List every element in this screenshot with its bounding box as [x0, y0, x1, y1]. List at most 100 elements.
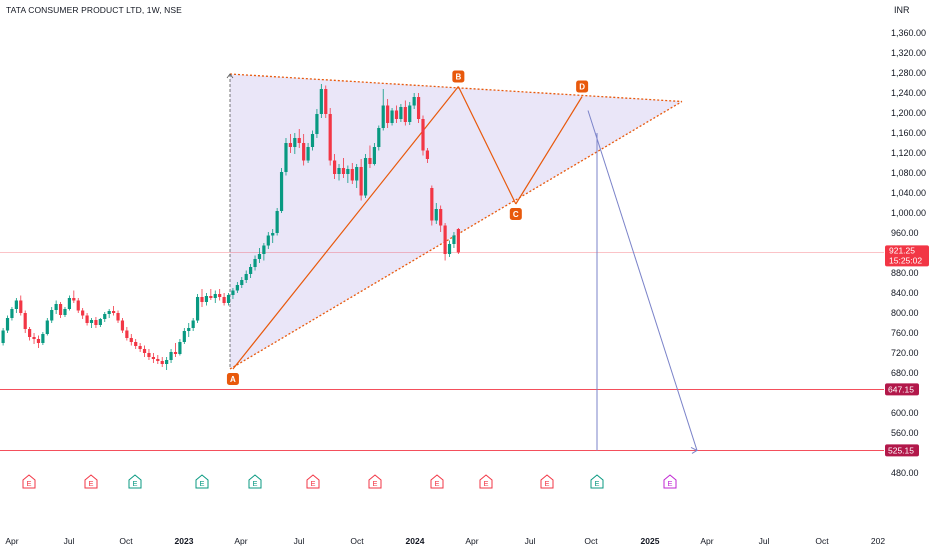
candle-body [363, 158, 368, 196]
candle [187, 323, 191, 337]
pattern-point-label: D [579, 83, 585, 92]
candle-body [32, 337, 36, 339]
candle-body [165, 360, 169, 364]
earnings-label: E [434, 479, 439, 488]
candle [284, 138, 288, 176]
x-axis-tick-label: Apr [5, 536, 18, 546]
candle-body [306, 147, 310, 161]
candle-body [81, 310, 85, 316]
countdown-timer: 15:25:02 [889, 255, 922, 265]
candle-body [204, 296, 209, 302]
candle-body [173, 352, 178, 354]
candle [377, 125, 381, 151]
candle [165, 357, 169, 370]
y-axis-tick-label: 1,080.00 [891, 168, 926, 178]
candle-body [50, 310, 54, 321]
candle [116, 310, 120, 323]
candle-body [98, 319, 102, 325]
y-axis-tick-label: 840.00 [891, 288, 919, 298]
earnings-label: E [252, 479, 257, 488]
candle-body [279, 172, 284, 211]
candle [297, 129, 301, 148]
y-axis-tick-label: 1,040.00 [891, 188, 926, 198]
candle [253, 255, 257, 271]
candle [350, 163, 354, 184]
candle-body [333, 160, 337, 174]
candle [76, 298, 80, 313]
candle [328, 108, 332, 166]
candle-body [262, 245, 266, 254]
pattern-point-badge [226, 373, 239, 385]
candle [386, 99, 390, 128]
candle-body [244, 274, 248, 280]
candle-body [390, 110, 394, 123]
y-axis-tick-label: 880.00 [891, 268, 919, 278]
earnings-badge [128, 474, 142, 489]
candle-body [394, 110, 399, 119]
candle-body [293, 138, 297, 147]
candle-body [266, 235, 270, 246]
candle [257, 248, 262, 263]
candle-body [23, 313, 27, 329]
candle-body [156, 359, 160, 361]
candle [160, 357, 164, 367]
candle-body [134, 342, 138, 346]
candle [262, 243, 266, 261]
pattern-point-c: C [509, 208, 522, 220]
candle [359, 159, 363, 201]
pattern-point-label: A [230, 375, 236, 384]
candle [98, 318, 102, 327]
candle-body [138, 346, 142, 349]
candle-body [226, 295, 231, 303]
earnings-badge [306, 474, 320, 489]
candle [275, 208, 279, 236]
candle-body [368, 158, 372, 164]
candle [244, 270, 248, 283]
x-axis-tick-label: Apr [700, 536, 713, 546]
currency-label[interactable]: INR [894, 5, 910, 15]
earnings-label: E [483, 479, 488, 488]
earnings-marker: E [590, 474, 604, 489]
candle [28, 327, 32, 341]
candle [14, 298, 18, 313]
y-axis-tick-label: 560.00 [891, 428, 919, 438]
candle [10, 307, 14, 321]
y-axis-tick-label: 1,000.00 [891, 208, 926, 218]
candle-body [222, 297, 226, 303]
candle-body [85, 315, 89, 323]
current-price-badge-bg [885, 245, 929, 267]
candle-body [328, 114, 332, 161]
candle-body [67, 298, 71, 309]
level-badge-bg [885, 383, 919, 396]
earnings-badge [540, 474, 554, 489]
candle-body [456, 229, 460, 253]
chart-title: TATA CONSUMER PRODUCT LTD, 1W, NSE [6, 5, 182, 15]
candle [191, 318, 195, 331]
candle [456, 228, 460, 254]
candle-body [355, 167, 359, 181]
candle [58, 302, 63, 318]
x-axis-tick-label: Jul [525, 536, 536, 546]
candle [279, 168, 284, 213]
candle-body [284, 143, 288, 172]
x-axis-tick-label: Apr [234, 536, 247, 546]
candle-body [297, 138, 301, 143]
earnings-marker: E [663, 474, 677, 489]
candle-body [151, 357, 155, 359]
candle [434, 203, 438, 224]
triangle-fill [230, 74, 682, 369]
x-axis-tick-label: 2025 [641, 536, 660, 546]
earnings-marker: E [248, 474, 262, 489]
earnings-label: E [310, 479, 315, 488]
candle [288, 134, 292, 153]
candle-body [54, 304, 58, 310]
candle-body [408, 105, 412, 122]
candle-body [346, 169, 350, 174]
earnings-label: E [372, 479, 377, 488]
candle-body [337, 168, 341, 174]
level-badge-label: 647.15 [888, 384, 914, 394]
y-axis-tick-label: 760.00 [891, 328, 919, 338]
earnings-label: E [132, 479, 137, 488]
